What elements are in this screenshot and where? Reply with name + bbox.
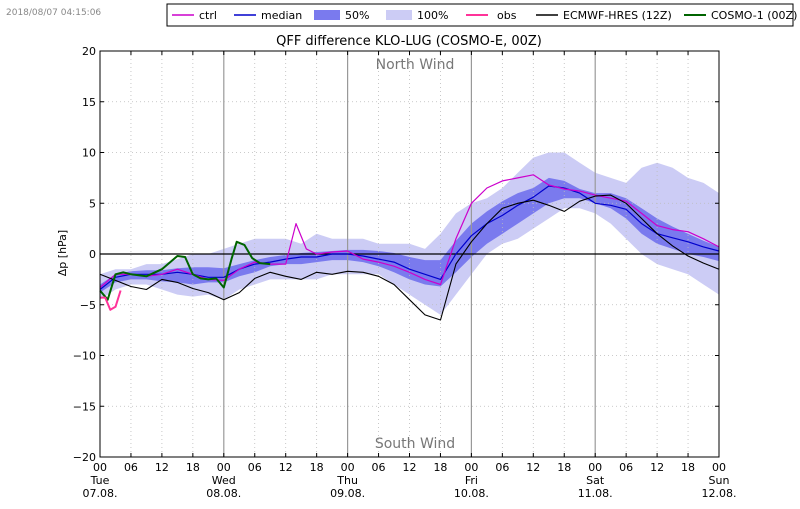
y-tick-label: 20 bbox=[82, 45, 96, 58]
x-tick-date-label: 12.08. bbox=[702, 487, 737, 500]
x-tick-date-label: 11.08. bbox=[578, 487, 613, 500]
x-tick-date-label: 10.08. bbox=[454, 487, 489, 500]
x-tick-label: 00 bbox=[217, 461, 231, 474]
timestamp: 2018/08/07 04:15:06 bbox=[6, 8, 101, 18]
x-tick-label: 12 bbox=[403, 461, 417, 474]
x-tick-label: 00 bbox=[341, 461, 355, 474]
plot-frame bbox=[99, 50, 720, 458]
x-tick-day-label: Thu bbox=[336, 474, 358, 487]
x-tick-label: 12 bbox=[155, 461, 169, 474]
legend-label-obs: obs bbox=[497, 9, 517, 22]
x-tick-label: 18 bbox=[310, 461, 324, 474]
y-tick-label: 5 bbox=[89, 197, 96, 210]
chart-title: QFF difference KLO-LUG (COSMO-E, 00Z) bbox=[276, 34, 542, 49]
y-axis-label: Δp [hPa] bbox=[56, 230, 69, 276]
x-tick-label: 12 bbox=[650, 461, 664, 474]
x-tick-label: 06 bbox=[495, 461, 509, 474]
x-tick-label: 12 bbox=[526, 461, 540, 474]
annotation-north-wind: North Wind bbox=[376, 57, 455, 73]
x-tick-label: 06 bbox=[248, 461, 262, 474]
y-tick-label: −5 bbox=[80, 299, 96, 312]
x-tick-label: 18 bbox=[681, 461, 695, 474]
legend-label-cosmo1: COSMO-1 (00Z) bbox=[711, 9, 797, 22]
x-tick-label: 12 bbox=[279, 461, 293, 474]
x-tick-label: 06 bbox=[619, 461, 633, 474]
annotation-south-wind: South Wind bbox=[375, 436, 455, 452]
x-tick-label: 00 bbox=[712, 461, 726, 474]
x-tick-day-label: Fri bbox=[465, 474, 478, 487]
x-tick-label: 18 bbox=[433, 461, 447, 474]
series-median bbox=[99, 185, 720, 290]
legend-swatch-p100 bbox=[386, 10, 412, 20]
x-tick-day-label: Wed bbox=[212, 474, 236, 487]
y-tick-label: 10 bbox=[82, 147, 96, 160]
x-tick-date-label: 08.08. bbox=[206, 487, 241, 500]
series-ecmwf bbox=[99, 194, 720, 321]
x-tick-label: 00 bbox=[464, 461, 478, 474]
y-tick-label: −20 bbox=[73, 451, 96, 464]
x-tick-label: 06 bbox=[124, 461, 138, 474]
x-tick-day-label: Sat bbox=[586, 474, 605, 487]
legend-label-median: median bbox=[261, 9, 302, 22]
x-tick-date-label: 09.08. bbox=[330, 487, 365, 500]
legend-label-ctrl: ctrl bbox=[199, 9, 217, 22]
legend-label-p100: 100% bbox=[417, 9, 448, 22]
x-tick-label: 18 bbox=[557, 461, 571, 474]
x-tick-label: 06 bbox=[372, 461, 386, 474]
y-tick-label: 15 bbox=[82, 96, 96, 109]
x-tick-label: 18 bbox=[186, 461, 200, 474]
y-tick-label: −15 bbox=[73, 400, 96, 413]
y-tick-label: −10 bbox=[73, 350, 96, 363]
legend-label-p50: 50% bbox=[345, 9, 369, 22]
x-tick-day-label: Sun bbox=[709, 474, 730, 487]
x-tick-label: 00 bbox=[93, 461, 107, 474]
x-tick-date-label: 07.08. bbox=[83, 487, 118, 500]
x-tick-day-label: Tue bbox=[90, 474, 110, 487]
legend-swatch-p50 bbox=[314, 10, 340, 20]
legend-label-ecmwf: ECMWF-HRES (12Z) bbox=[563, 9, 672, 22]
series-obs bbox=[100, 290, 122, 311]
band-100-percent bbox=[100, 152, 719, 315]
legend: ctrl median 50% 100% obs ECMWF-HRES (12Z) COSM… bbox=[166, 3, 797, 27]
series-cosmo1 bbox=[99, 240, 271, 301]
y-tick-label: 0 bbox=[89, 248, 96, 261]
x-tick-label: 00 bbox=[588, 461, 602, 474]
